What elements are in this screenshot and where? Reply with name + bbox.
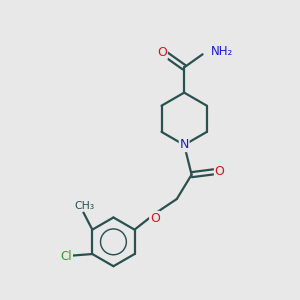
Text: O: O [150, 212, 160, 225]
Text: Cl: Cl [61, 250, 72, 263]
Text: N: N [179, 138, 189, 152]
Text: O: O [214, 165, 224, 178]
Text: NH₂: NH₂ [211, 45, 233, 58]
Text: CH₃: CH₃ [75, 201, 95, 211]
Text: O: O [157, 46, 167, 59]
